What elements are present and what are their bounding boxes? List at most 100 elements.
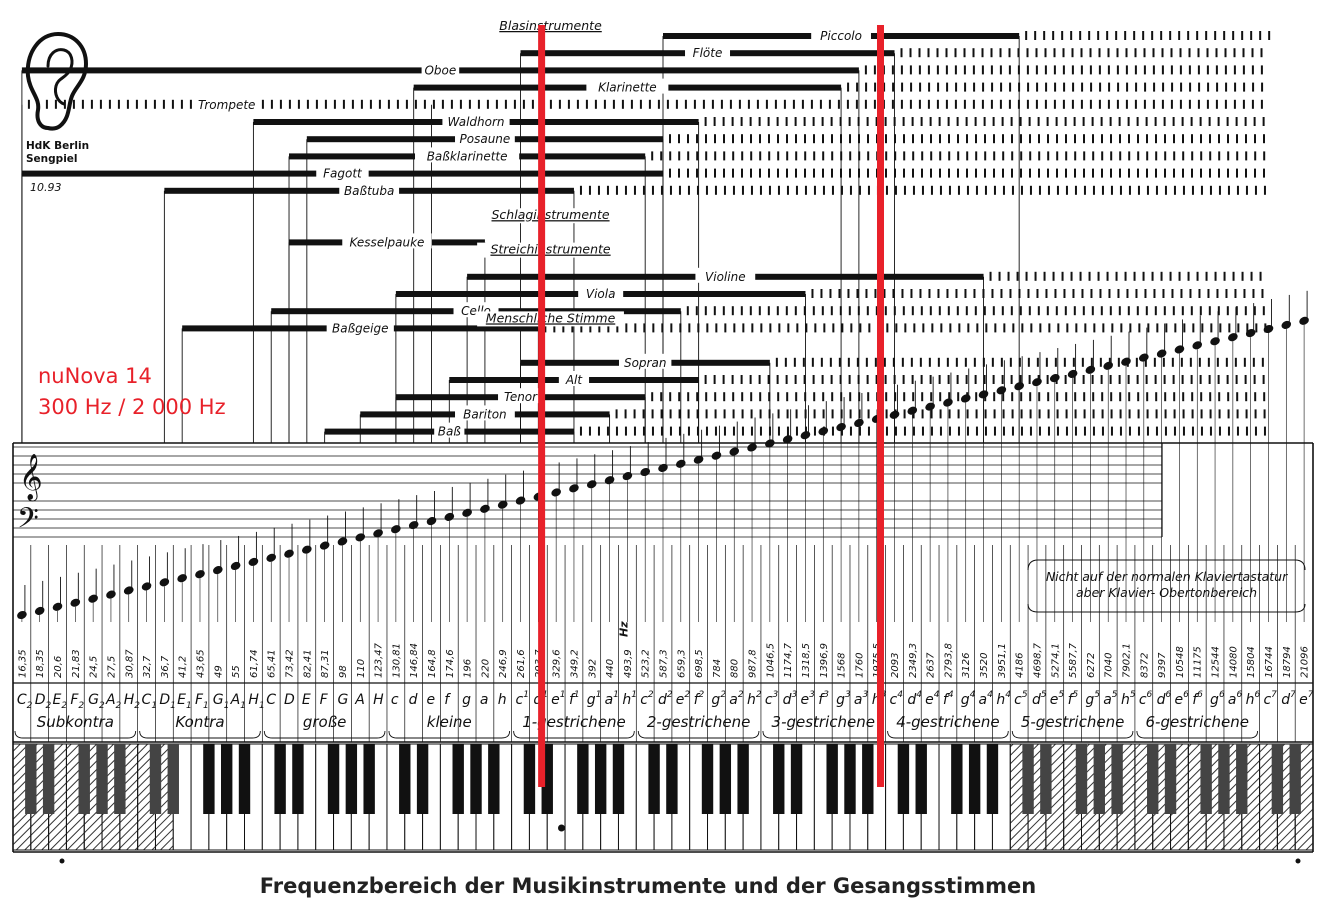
note-name: e7 xyxy=(1299,690,1314,708)
frequency-label: 3126 xyxy=(961,653,972,678)
frequency-label: 18794 xyxy=(1282,646,1293,678)
note-head xyxy=(551,488,561,497)
note-name: h1 xyxy=(622,690,637,708)
black-key xyxy=(1111,744,1123,814)
instrument-label: Bariton xyxy=(463,407,507,421)
instrument-label: Baßklarinette xyxy=(427,149,508,163)
note-head xyxy=(925,402,935,411)
frequency-label: 65,41 xyxy=(267,649,278,678)
hz-unit-label: Hz xyxy=(618,621,631,637)
black-key xyxy=(951,744,963,814)
note-name: g5 xyxy=(1085,690,1100,708)
frequency-label: 2349,3 xyxy=(908,643,919,678)
frequency-label: 1046,5 xyxy=(765,643,776,678)
octave-label: 4-gestrichene xyxy=(896,713,999,731)
note-name: d4 xyxy=(907,690,922,708)
note-name: d5 xyxy=(1032,690,1047,708)
note-name: f2 xyxy=(694,690,705,708)
frequency-label: 11175 xyxy=(1193,646,1204,678)
note-name: F1 xyxy=(195,692,209,711)
black-key xyxy=(541,744,553,814)
group-header: Schlaginstrumente xyxy=(492,207,610,222)
note-name: c7 xyxy=(1263,690,1277,708)
bass-clef-icon: 𝄢 xyxy=(17,502,39,542)
note-name: a5 xyxy=(1103,690,1118,708)
frequency-label: 3520 xyxy=(979,653,990,678)
note-head xyxy=(123,586,134,595)
frequency-label: 61,74 xyxy=(249,649,260,678)
note-name: h5 xyxy=(1121,690,1136,708)
black-key xyxy=(327,744,340,814)
black-key xyxy=(648,744,660,814)
note-name: f4 xyxy=(943,690,954,708)
frequency-label: 36,7 xyxy=(160,655,171,678)
note-head xyxy=(622,472,633,481)
black-key xyxy=(577,744,589,814)
instrument-label: Kesselpauke xyxy=(349,235,424,249)
note-head xyxy=(1139,353,1149,362)
note-name: g2 xyxy=(711,690,726,708)
note-head xyxy=(302,545,312,554)
frequency-label: 493,9 xyxy=(623,649,634,678)
black-key xyxy=(399,744,411,814)
note-head xyxy=(1049,373,1060,383)
frequency-label: 87,31 xyxy=(320,649,331,678)
note-name: E2 xyxy=(53,692,68,711)
note-name: G xyxy=(337,692,348,708)
note-name: e xyxy=(426,692,435,708)
note-head xyxy=(462,508,472,517)
overlay-frequencies: 300 Hz / 2 000 Hz xyxy=(38,395,226,419)
frequency-label: 5587,7 xyxy=(1068,642,1079,678)
black-key xyxy=(1271,744,1284,814)
page-title: Frequenzbereich der Musikinstrumente und… xyxy=(260,874,1036,898)
instrument-ranges: Piccolo Flöte Oboe Klarinette Trompete Waldho… xyxy=(21,18,1271,443)
octave-label: 5-gestrichene xyxy=(1021,713,1124,731)
note-name: a1 xyxy=(605,690,619,708)
frequency-label: 1396,9 xyxy=(819,643,830,678)
note-head xyxy=(515,496,526,505)
note-head xyxy=(70,598,81,607)
logo-line2: Sengpiel xyxy=(26,153,78,165)
frequency-label: 10548 xyxy=(1175,646,1186,678)
frequency-label: 1760 xyxy=(854,653,865,678)
frequency-label: 2793,8 xyxy=(943,643,954,678)
note-name: d xyxy=(409,692,418,708)
frequency-label: 5274,1 xyxy=(1050,643,1061,678)
frequency-label: 587,3 xyxy=(659,649,670,678)
note-head xyxy=(1228,333,1238,342)
frequency-label: 164,8 xyxy=(427,649,438,678)
instrument-label: Waldhorn xyxy=(448,115,505,129)
black-key xyxy=(986,744,999,814)
frequency-label: 16,35 xyxy=(17,649,28,678)
note-name: A1 xyxy=(230,692,246,711)
black-key xyxy=(345,744,358,814)
frequency-label: 30,87 xyxy=(124,649,135,678)
note-head xyxy=(1121,357,1131,366)
black-key xyxy=(363,744,375,814)
frequency-label: 98 xyxy=(338,665,349,678)
note-name: E xyxy=(302,692,311,708)
instrument-label: Trompete xyxy=(198,98,255,112)
black-key xyxy=(719,744,732,814)
note-name: d3 xyxy=(783,690,798,708)
note-name: e2 xyxy=(676,690,691,708)
note-head xyxy=(408,521,419,530)
black-key xyxy=(737,744,749,814)
note-head xyxy=(604,476,615,485)
black-key xyxy=(274,744,286,814)
frequency-label: 6272 xyxy=(1086,653,1097,678)
black-key xyxy=(238,744,251,814)
frequency-label: 16744 xyxy=(1264,646,1275,678)
frequency-label: 27,5 xyxy=(106,656,117,678)
overtone-caption-line1: Nicht auf der normalen Klaviertastatur xyxy=(1046,569,1288,584)
note-head xyxy=(480,504,490,513)
note-head xyxy=(782,435,793,444)
note-name: A xyxy=(354,692,365,708)
black-key xyxy=(701,744,714,814)
instrument-label: Oboe xyxy=(424,63,456,77)
note-name: H xyxy=(373,692,384,708)
note-name: h2 xyxy=(747,690,762,708)
black-key xyxy=(203,744,215,814)
octave-label: 2-gestrichene xyxy=(647,713,750,731)
frequency-label: 1318,5 xyxy=(801,643,812,678)
